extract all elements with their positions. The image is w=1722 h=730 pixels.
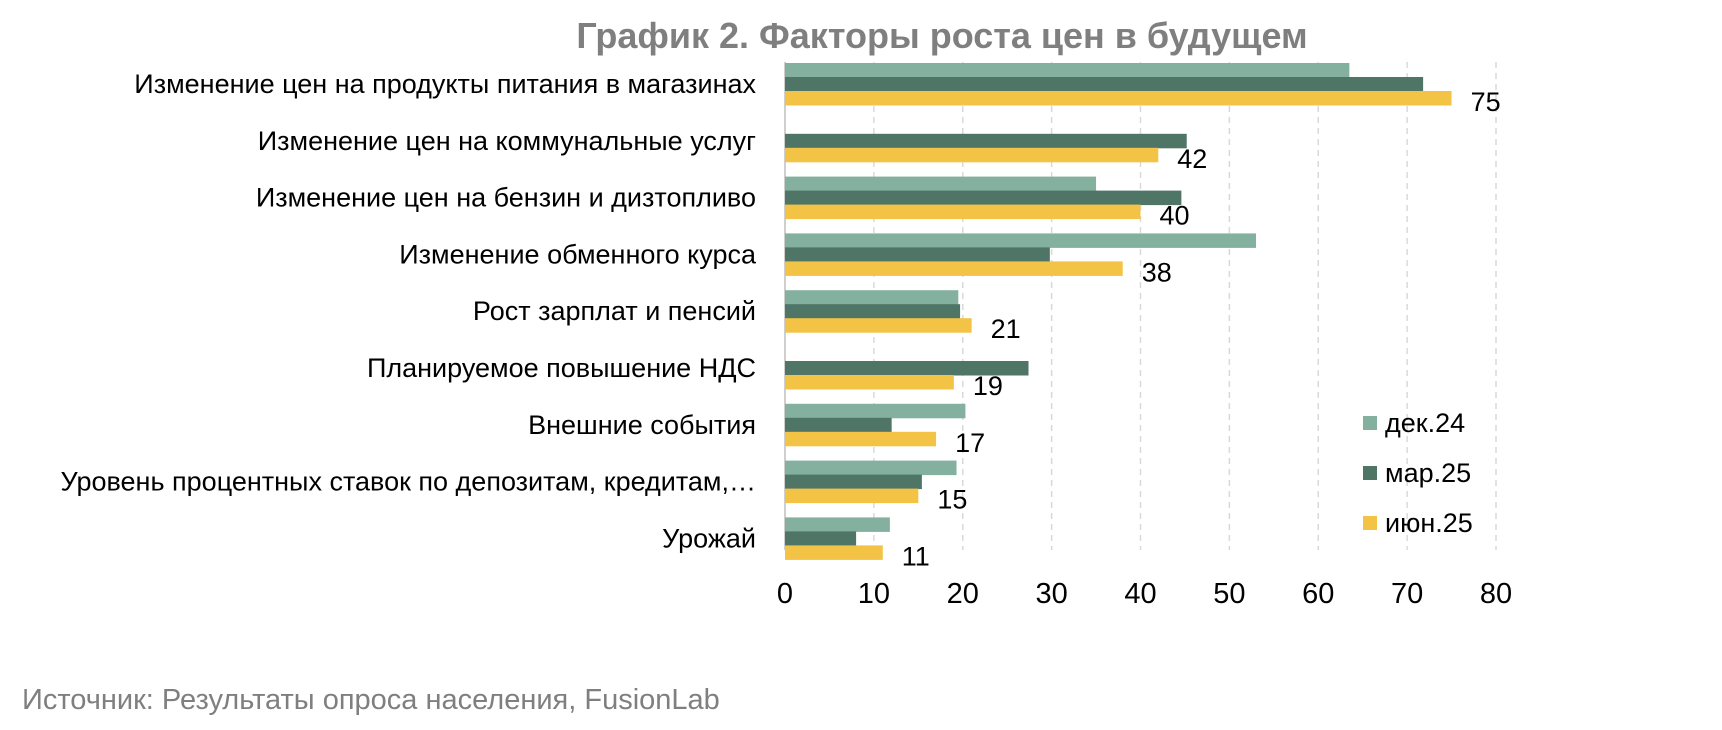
bar-дек.24: [785, 460, 957, 476]
data-label: 19: [973, 371, 1003, 401]
legend: дек.24 мар.25 июн.25: [1363, 408, 1473, 538]
category-label: Изменение цен на бензин и дизтопливо: [256, 183, 756, 213]
x-tick-label: 80: [1480, 578, 1512, 610]
source-note: Источник: Результаты опроса населения, F…: [22, 684, 720, 716]
bar-июн.25: [785, 545, 883, 560]
data-label: 15: [937, 485, 967, 515]
x-tick-label: 60: [1302, 578, 1334, 610]
category-label: Внешние события: [528, 410, 756, 440]
bar-мар.25: [785, 474, 922, 490]
bar-июн.25: [785, 261, 1123, 276]
legend-label: мар.25: [1385, 458, 1471, 488]
legend-label: дек.24: [1385, 408, 1465, 438]
x-tick-label: 0: [777, 578, 793, 610]
legend-swatch: [1363, 516, 1377, 530]
bar-июн.25: [785, 204, 1141, 220]
bar-июн.25: [785, 431, 937, 447]
x-axis-ticks: 0 10 20 30 40 50 60 70 80: [777, 578, 1512, 610]
bar-дек.24: [785, 63, 1350, 78]
category-label: Изменение обменного курса: [399, 239, 757, 269]
category-labels: Изменение цен на продукты питания в мага…: [61, 69, 757, 553]
bar-мар.25: [785, 133, 1187, 149]
x-tick-label: 10: [858, 578, 890, 610]
legend-swatch: [1363, 466, 1377, 480]
category-label: Планируемое повышение НДС: [367, 353, 756, 383]
chart-title: График 2. Факторы роста цен в будущем: [576, 15, 1307, 56]
data-label: 75: [1471, 87, 1501, 117]
data-label: 11: [902, 541, 930, 571]
bar-мар.25: [785, 77, 1424, 92]
bar-июн.25: [785, 91, 1452, 106]
bar-мар.25: [785, 417, 892, 433]
bar-дек.24: [785, 517, 890, 532]
x-tick-label: 50: [1213, 578, 1245, 610]
bar-июн.25: [785, 147, 1159, 163]
bar-июн.25: [785, 488, 919, 504]
bar-мар.25: [785, 247, 1050, 262]
bar-июн.25: [785, 375, 954, 390]
category-label: Изменение цен на продукты питания в мага…: [134, 69, 756, 99]
category-label: Урожай: [662, 523, 756, 553]
x-tick-label: 30: [1035, 578, 1067, 610]
bar-мар.25: [785, 304, 961, 319]
data-label: 40: [1160, 201, 1190, 231]
bar-дек.24: [785, 290, 959, 305]
data-label: 17: [955, 428, 985, 458]
bar-дек.24: [785, 176, 1097, 192]
bar-дек.24: [785, 403, 966, 419]
bar-дек.24: [785, 233, 1257, 248]
bar-мар.25: [785, 531, 857, 546]
category-label: Изменение цен на коммунальные услуг: [258, 126, 756, 156]
x-tick-label: 20: [947, 578, 979, 610]
category-label: Рост зарплат и пенсий: [473, 296, 756, 326]
data-label: 42: [1177, 144, 1207, 174]
bar-мар.25: [785, 190, 1182, 206]
category-label: Уровень процентных ставок по депозитам, …: [61, 467, 756, 497]
legend-label: июн.25: [1385, 508, 1473, 538]
bar-мар.25: [785, 361, 1029, 376]
x-tick-label: 40: [1124, 578, 1156, 610]
data-label: 21: [991, 314, 1021, 344]
x-tick-label: 70: [1391, 578, 1423, 610]
bar-июн.25: [785, 318, 972, 333]
data-label: 38: [1142, 257, 1172, 287]
legend-swatch: [1363, 416, 1377, 430]
bars: [785, 63, 1452, 560]
